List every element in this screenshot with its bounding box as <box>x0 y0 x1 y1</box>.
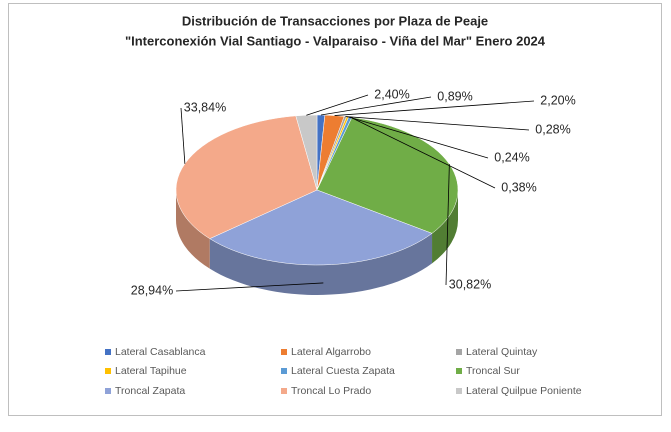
slice-side <box>432 190 458 264</box>
leader-line <box>347 116 489 159</box>
leader-line <box>175 282 324 292</box>
data-label: 2,20% <box>540 93 575 107</box>
leader-line <box>180 107 186 164</box>
slice <box>209 189 433 266</box>
legend-swatch <box>456 368 462 374</box>
legend-label: Troncal Lo Prado <box>291 385 371 397</box>
legend-swatch <box>105 368 111 374</box>
legend-label: Lateral Algarrobo <box>291 346 371 358</box>
leader-line <box>306 94 369 116</box>
data-label: 0,89% <box>437 89 472 103</box>
leader-line <box>350 116 496 189</box>
data-label: 28,94% <box>131 283 173 297</box>
legend-label: Lateral Quintay <box>466 346 538 358</box>
data-label: 30,82% <box>449 277 491 291</box>
legend-label: Lateral Cuesta Zapata <box>291 365 395 377</box>
legend-swatch <box>281 349 287 355</box>
legend-swatch <box>456 349 462 355</box>
data-label: 0,38% <box>501 180 536 194</box>
legend-label: Lateral Casablanca <box>115 346 206 358</box>
data-label: 33,84% <box>184 100 226 114</box>
data-label: 0,24% <box>494 150 529 164</box>
data-label: 2,40% <box>374 87 409 101</box>
legend-swatch <box>105 388 111 394</box>
leader-line <box>345 116 530 131</box>
data-label: 0,28% <box>535 122 570 136</box>
legend-swatch <box>281 388 287 394</box>
legend-label: Troncal Zapata <box>115 385 185 397</box>
leader-line <box>334 100 535 116</box>
leader-line <box>320 96 432 116</box>
legend-label: Lateral Quilpue Poniente <box>466 385 582 397</box>
slice-side <box>176 190 210 269</box>
slice <box>175 115 318 239</box>
chart-subtitle: "Interconexión Vial Santiago - Valparais… <box>125 33 546 48</box>
legend-swatch <box>456 388 462 394</box>
legend-label: Lateral Tapihue <box>115 365 187 377</box>
slice-side <box>209 233 433 295</box>
legend-swatch <box>281 368 287 374</box>
leader-line <box>445 164 450 286</box>
legend-swatch <box>105 349 111 355</box>
legend-label: Troncal Sur <box>466 365 520 377</box>
chart-title: Distribución de Transacciones por Plaza … <box>182 13 488 28</box>
